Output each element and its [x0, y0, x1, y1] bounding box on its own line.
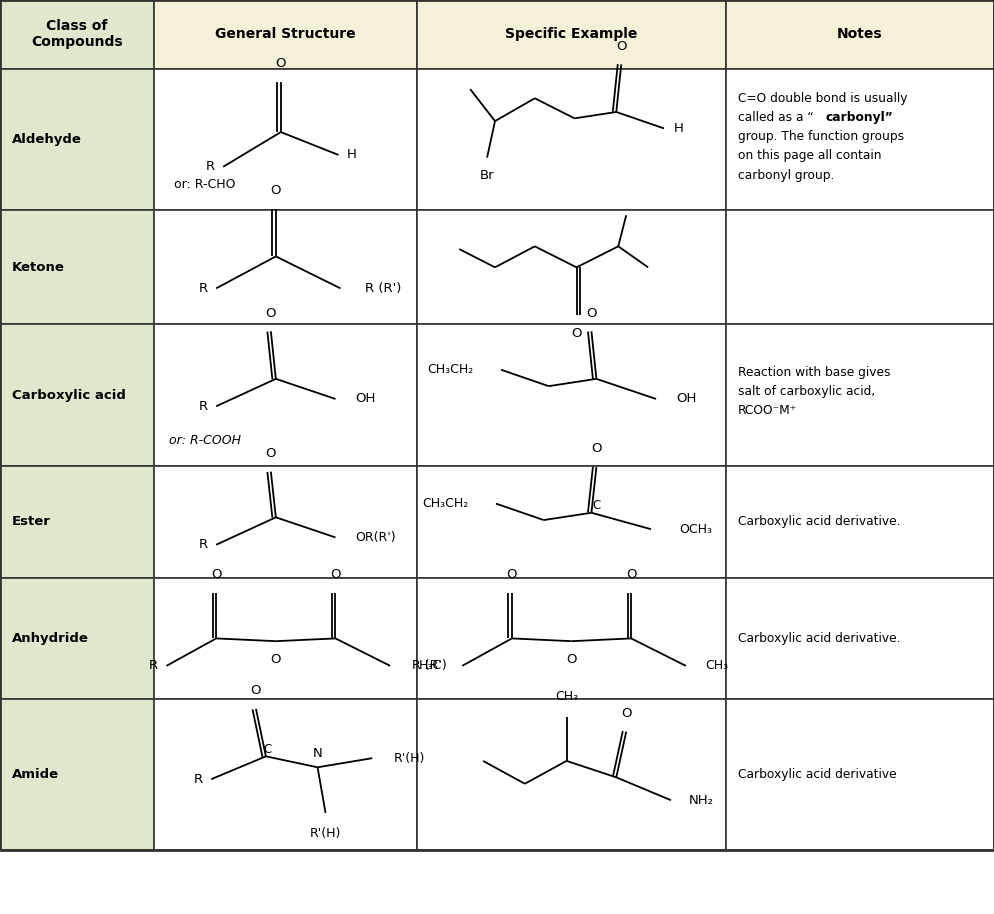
Text: Ketone: Ketone	[12, 260, 65, 274]
Text: CH₃: CH₃	[706, 659, 729, 673]
Bar	[417, 578, 726, 699]
Text: Aldehyde: Aldehyde	[12, 133, 82, 146]
Bar	[0, 210, 154, 324]
Text: Class of
Compounds: Class of Compounds	[31, 19, 123, 49]
Text: Carboxylic acid derivative.: Carboxylic acid derivative.	[738, 515, 900, 528]
Text: carbonyl”: carbonyl”	[825, 111, 893, 124]
Text: H: H	[674, 122, 684, 135]
Text: R: R	[199, 399, 208, 413]
Text: Notes: Notes	[837, 27, 883, 41]
Bar	[0, 69, 154, 210]
Text: OCH₃: OCH₃	[679, 523, 712, 536]
Bar	[0, 324, 154, 466]
Bar	[417, 0, 726, 69]
Text: OH: OH	[676, 392, 696, 406]
Text: R: R	[149, 659, 158, 673]
Text: General Structure: General Structure	[216, 27, 356, 41]
Text: CH₃CH₂: CH₃CH₂	[421, 497, 468, 510]
Bar	[154, 210, 417, 324]
Text: R'(H): R'(H)	[394, 751, 425, 765]
Text: salt of carboxylic acid,: salt of carboxylic acid,	[738, 385, 875, 399]
Text: Reaction with base gives: Reaction with base gives	[738, 366, 890, 379]
Bar	[726, 699, 994, 850]
Text: NH₂: NH₂	[689, 793, 714, 807]
Text: O: O	[591, 442, 601, 455]
Text: O: O	[616, 39, 626, 53]
Text: O: O	[586, 306, 596, 320]
Text: R: R	[194, 772, 203, 786]
Bar	[154, 699, 417, 850]
Text: O: O	[572, 326, 581, 340]
Text: O: O	[567, 653, 577, 666]
Text: called as a “: called as a “	[738, 111, 813, 124]
Bar	[154, 466, 417, 578]
Bar	[0, 578, 154, 699]
Text: carbonyl group.: carbonyl group.	[738, 168, 834, 182]
Text: O: O	[211, 568, 222, 581]
Text: R: R	[199, 538, 208, 551]
Text: Br: Br	[480, 169, 494, 183]
Bar	[726, 0, 994, 69]
Bar	[417, 466, 726, 578]
Text: O: O	[270, 184, 281, 197]
Text: O: O	[507, 568, 517, 581]
Text: Carboxylic acid derivative: Carboxylic acid derivative	[738, 768, 897, 781]
Text: C: C	[592, 499, 600, 512]
Bar	[154, 324, 417, 466]
Text: Amide: Amide	[12, 768, 59, 781]
Bar	[417, 69, 726, 210]
Text: O: O	[265, 306, 276, 320]
Text: OH: OH	[356, 392, 376, 406]
Bar	[154, 0, 417, 69]
Text: O: O	[330, 568, 341, 581]
Text: OR(R'): OR(R')	[356, 531, 396, 544]
Text: Carboxylic acid: Carboxylic acid	[12, 388, 126, 402]
Text: group. The function groups: group. The function groups	[738, 130, 904, 143]
Text: O: O	[250, 684, 261, 697]
Text: O: O	[626, 568, 636, 581]
Text: or: R-COOH: or: R-COOH	[169, 434, 241, 447]
Text: RCOO⁻M⁺: RCOO⁻M⁺	[738, 404, 796, 418]
Bar	[0, 699, 154, 850]
Text: Ester: Ester	[12, 515, 51, 528]
Text: or: R-CHO: or: R-CHO	[174, 178, 236, 191]
Text: H₃C: H₃C	[419, 659, 442, 673]
Bar	[154, 578, 417, 699]
Text: R (R'): R (R')	[413, 659, 446, 673]
Text: C: C	[263, 742, 272, 756]
Text: H: H	[347, 148, 356, 162]
Bar	[726, 324, 994, 466]
Bar	[0, 466, 154, 578]
Text: N: N	[313, 747, 322, 760]
Text: R: R	[199, 282, 208, 295]
Text: Specific Example: Specific Example	[505, 27, 638, 41]
Text: O: O	[275, 57, 286, 70]
Text: CH₃: CH₃	[555, 690, 579, 704]
Text: Carboxylic acid derivative.: Carboxylic acid derivative.	[738, 632, 900, 645]
Text: O: O	[270, 653, 281, 666]
Bar	[726, 578, 994, 699]
Text: R'(H): R'(H)	[310, 826, 341, 840]
Bar	[417, 324, 726, 466]
Bar	[0, 0, 154, 69]
Bar	[726, 210, 994, 324]
Bar	[417, 210, 726, 324]
Text: on this page all contain: on this page all contain	[738, 149, 881, 163]
Text: R (R'): R (R')	[366, 282, 402, 295]
Text: Anhydride: Anhydride	[12, 632, 88, 645]
Bar	[154, 69, 417, 210]
Text: C=O double bond is usually: C=O double bond is usually	[738, 91, 908, 105]
Text: O: O	[621, 707, 631, 720]
Text: CH₃CH₂: CH₃CH₂	[426, 363, 473, 377]
Bar	[726, 69, 994, 210]
Text: O: O	[265, 447, 276, 460]
Text: R: R	[206, 160, 215, 174]
Bar	[726, 466, 994, 578]
Bar	[417, 699, 726, 850]
